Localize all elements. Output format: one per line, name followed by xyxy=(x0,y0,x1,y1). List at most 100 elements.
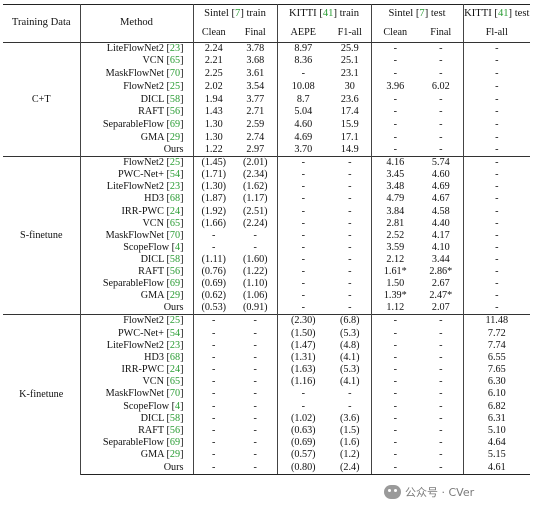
table-row: ScopeFlow [4] - - - - 3.59 4.10 - xyxy=(3,241,530,254)
value-cell: - xyxy=(495,302,499,314)
value-cell: 7.65 xyxy=(487,364,506,376)
value-cell: - xyxy=(212,412,216,424)
value-cell: - xyxy=(301,68,305,80)
value-cell: - xyxy=(495,169,499,181)
table-row: SeparableFlow [69] - - (0.69) (1.6) - -4.64 xyxy=(3,437,530,450)
value-cell: - xyxy=(329,253,372,267)
method-name: MaskFlowNet xyxy=(105,229,164,241)
value-cell: 3.48 xyxy=(386,181,405,193)
value-cell: - xyxy=(419,339,464,352)
value-cell: - xyxy=(212,351,216,363)
value-cell: 3.77 xyxy=(234,93,278,106)
method-cell: LiteFlowNet2 [23] xyxy=(80,42,194,56)
value-cell: (1.16) xyxy=(290,376,316,388)
sintel-train-final-header: Final xyxy=(234,24,278,43)
value-cell: 2.67 xyxy=(419,278,464,291)
value-cell: (1.30) xyxy=(201,181,227,193)
value-cell: - xyxy=(301,290,305,302)
value-cell: 4.60 xyxy=(419,169,464,182)
citation-ref: 25 xyxy=(169,315,181,327)
value-cell: - xyxy=(234,364,278,377)
sintel-train-clean-header: Clean xyxy=(193,24,234,43)
value-cell: 4.69 xyxy=(419,181,464,194)
method-name: Ours xyxy=(163,461,184,473)
value-cell: 4.58 xyxy=(419,205,464,218)
method-cell: LiteFlowNet2 [23] xyxy=(80,339,194,352)
value-cell: (0.80) xyxy=(277,461,330,475)
value-cell: - xyxy=(393,364,397,376)
value-cell: - xyxy=(301,266,305,278)
value-cell: (5.3) xyxy=(329,364,372,377)
kitti-train-aepe-header: AEPE xyxy=(277,24,330,43)
method-cell: ScopeFlow [4] xyxy=(80,400,194,413)
method-cell: FlowNet2 [25] xyxy=(80,156,194,170)
table-row: K-finetune FlowNet2 [25] - - (2.30) (6.8) - -11… xyxy=(3,314,531,475)
value-cell: - xyxy=(371,314,420,328)
value-cell: - xyxy=(393,425,397,437)
kitti-test-header: KITTI [41] test xyxy=(464,8,530,20)
value-cell: 2.97 xyxy=(234,144,278,157)
value-cell: 2.21 xyxy=(204,55,223,67)
citation-ref: 65 xyxy=(169,376,181,388)
value-cell: - xyxy=(393,68,397,80)
method-name: ScopeFlow xyxy=(123,400,170,412)
citation-ref: 23 xyxy=(169,43,181,55)
value-cell: (1.06) xyxy=(234,290,278,303)
value-cell: - xyxy=(419,93,464,106)
value-cell: - xyxy=(329,388,372,401)
value-cell: 2.74 xyxy=(234,131,278,144)
table-row: MaskFlowNet [70] 2.25 3.61 - 23.1 - - - xyxy=(3,67,530,81)
table-row: Ours - - (0.80) (2.4) - -4.61 xyxy=(3,461,531,475)
value-cell: - xyxy=(419,351,464,365)
method-name: GMA xyxy=(140,290,164,302)
value-cell: - xyxy=(329,266,372,279)
table-row: ScopeFlow [4] - - - - - - 6.82 xyxy=(3,400,530,413)
value-cell: - xyxy=(393,437,397,449)
value-cell: (1.6) xyxy=(329,437,372,450)
value-cell: - xyxy=(234,461,278,475)
value-cell: - xyxy=(419,364,464,377)
method-cell: FlowNet2 [25] xyxy=(80,314,194,328)
value-cell: - xyxy=(234,400,278,413)
value-cell: 6.10 xyxy=(487,388,506,400)
citation-ref: 69 xyxy=(169,118,181,130)
value-cell: (2.24) xyxy=(234,217,278,230)
citation-ref: 4 xyxy=(175,241,181,253)
value-cell: (0.53) xyxy=(201,302,227,314)
value-cell: (2.34) xyxy=(234,169,278,182)
value-cell: 5.74 xyxy=(419,156,464,170)
value-cell: - xyxy=(393,93,397,105)
value-cell: - xyxy=(234,241,278,254)
citation-ref: 54 xyxy=(169,169,181,181)
citation-ref: 70 xyxy=(169,229,181,241)
method-name: HD3 xyxy=(144,193,164,205)
value-cell: - xyxy=(495,229,499,241)
method-name: Ours xyxy=(163,144,184,156)
value-cell: 3.96 xyxy=(386,80,405,92)
value-cell: - xyxy=(419,400,464,413)
value-cell: - xyxy=(419,327,464,340)
method-name: LiteFlowNet2 xyxy=(106,181,164,193)
value-cell: 4.61 xyxy=(463,461,531,475)
value-cell: 5.04 xyxy=(294,106,313,118)
training-data-header: Training Data xyxy=(3,4,81,43)
method-name: SeparableFlow xyxy=(102,278,164,290)
value-cell: (1.47) xyxy=(290,339,316,351)
method-cell: IRR-PWC [24] xyxy=(80,364,194,377)
value-cell: (0.76) xyxy=(201,266,227,278)
value-cell: 3.45 xyxy=(386,169,405,181)
group-label: S-finetune xyxy=(3,156,81,315)
value-cell: - xyxy=(419,461,464,475)
value-cell: - xyxy=(329,156,372,170)
value-cell: 1.12 xyxy=(386,302,405,314)
value-cell: - xyxy=(495,93,499,105)
table-row: IRR-PWC [24] - - (1.63) (5.3) - -7.65 xyxy=(3,364,530,377)
value-cell: (1.17) xyxy=(234,193,278,206)
method-name: FlowNet2 xyxy=(123,80,164,92)
value-cell: (2.51) xyxy=(234,205,278,218)
citation-ref: 68 xyxy=(169,193,181,205)
value-cell: 3.44 xyxy=(419,253,464,267)
value-cell: - xyxy=(193,461,234,475)
value-cell: (1.11) xyxy=(201,253,226,265)
value-cell: 8.97 xyxy=(277,42,330,56)
